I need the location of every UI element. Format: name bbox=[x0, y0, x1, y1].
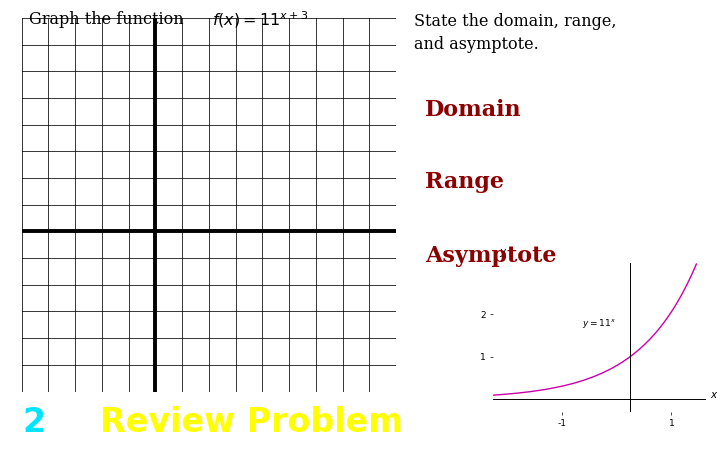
Text: and asymptote.: and asymptote. bbox=[414, 36, 539, 53]
Text: $f(x) = 11^{x+3}$: $f(x) = 11^{x+3}$ bbox=[212, 9, 309, 30]
Text: x: x bbox=[710, 390, 716, 400]
Text: Graph the function: Graph the function bbox=[29, 11, 184, 28]
Text: y: y bbox=[500, 248, 505, 257]
Text: State the domain, range,: State the domain, range, bbox=[414, 14, 616, 31]
Text: Range: Range bbox=[425, 171, 504, 193]
Text: $y = 11^x$: $y = 11^x$ bbox=[582, 317, 616, 329]
Text: Domain: Domain bbox=[425, 99, 521, 121]
Text: Asymptote: Asymptote bbox=[425, 245, 557, 267]
Text: 2: 2 bbox=[22, 406, 45, 440]
Text: Review Problem: Review Problem bbox=[100, 406, 403, 440]
